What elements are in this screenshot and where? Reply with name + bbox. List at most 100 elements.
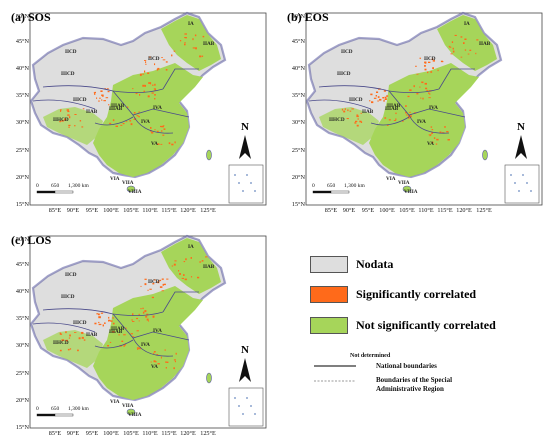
- significant-pixel: [347, 109, 349, 112]
- latitude-label: 35°N: [15, 315, 29, 322]
- significant-pixel: [79, 120, 82, 122]
- significant-pixel: [136, 347, 139, 349]
- significant-pixel: [59, 332, 61, 334]
- significant-pixel: [166, 361, 169, 363]
- significant-pixel: [131, 336, 135, 338]
- significant-pixel: [173, 367, 175, 370]
- significant-pixel: [60, 110, 62, 112]
- region-label: VIA: [386, 176, 396, 182]
- significant-pixel: [183, 261, 186, 263]
- ecoregion-boundary: [308, 99, 372, 110]
- significant-pixel: [160, 143, 163, 145]
- region-label: IA: [188, 21, 194, 27]
- significant-pixel: [171, 143, 174, 146]
- region-label: IICD: [341, 49, 353, 55]
- region-label: IICD: [148, 279, 160, 285]
- significant-pixel: [154, 129, 156, 131]
- scale-label-mid: 650: [51, 406, 60, 412]
- significant-pixel: [356, 124, 359, 127]
- significant-pixel: [424, 65, 426, 67]
- inset-island: [242, 190, 244, 192]
- significant-pixel: [157, 363, 160, 365]
- region-label: IIAB: [86, 109, 98, 115]
- significant-pixel: [150, 82, 152, 85]
- significant-pixel: [444, 126, 446, 128]
- significant-pixel: [393, 120, 397, 121]
- significant-pixel: [135, 92, 138, 95]
- latitude-label: 15°N: [291, 201, 305, 208]
- taiwan-island: [482, 149, 488, 161]
- legend-label-not-significant: Not significantly correlated: [356, 317, 496, 332]
- significant-pixel: [148, 320, 150, 322]
- significant-pixel: [138, 320, 140, 322]
- significant-pixel: [105, 97, 109, 99]
- significant-pixel: [98, 323, 101, 326]
- significant-pixel: [122, 123, 125, 125]
- significant-pixel: [409, 115, 412, 118]
- panel-title: (a) SOS: [11, 10, 51, 24]
- legend-label-national: National boundaries: [376, 362, 437, 370]
- significant-pixel: [436, 138, 439, 141]
- significant-pixel: [205, 256, 208, 258]
- region-label: IIICD: [61, 294, 75, 300]
- significant-pixel: [173, 359, 176, 361]
- region-label: IIIAB: [109, 106, 123, 112]
- significant-pixel: [130, 123, 133, 126]
- significant-pixel: [81, 336, 84, 339]
- significant-pixel: [159, 286, 163, 288]
- significant-pixel: [369, 100, 371, 102]
- significant-pixel: [110, 320, 113, 322]
- region-label: VA: [151, 141, 158, 147]
- significant-pixel: [136, 317, 138, 320]
- longitude-label: 105°E: [399, 207, 415, 214]
- significant-pixel: [162, 59, 166, 61]
- longitude-label: 95°E: [85, 430, 99, 437]
- significant-pixel: [409, 111, 411, 113]
- significant-pixel: [146, 318, 149, 321]
- significant-pixel: [132, 88, 134, 90]
- significant-pixel: [168, 142, 171, 145]
- significant-pixel: [137, 348, 139, 350]
- ecoregion-boundary: [112, 90, 190, 118]
- significant-pixel: [136, 115, 139, 117]
- significant-pixel: [59, 333, 63, 335]
- significant-pixel: [356, 114, 359, 116]
- inset-island: [526, 182, 528, 184]
- significant-pixel: [139, 94, 141, 96]
- longitude-label: 100°E: [103, 430, 119, 437]
- significant-pixel: [343, 110, 346, 113]
- significant-pixel: [108, 319, 111, 322]
- significant-pixel: [65, 331, 67, 334]
- panel-title: (b) EOS: [287, 10, 329, 24]
- significant-pixel: [420, 97, 422, 99]
- longitude-label: 85°E: [48, 430, 62, 437]
- significant-pixel: [101, 99, 103, 101]
- region-label: IVA: [153, 105, 162, 111]
- significant-pixel: [59, 349, 62, 352]
- significant-pixel: [454, 34, 457, 36]
- significant-pixel: [179, 40, 182, 42]
- significant-pixel: [152, 282, 155, 285]
- region-label: IIIAB: [385, 106, 399, 112]
- ecoregion-boundary: [162, 291, 199, 313]
- latitude-label: 30°N: [15, 119, 29, 126]
- significant-pixel: [145, 315, 148, 318]
- region-not-significant-northeast: [161, 238, 221, 294]
- region-label: VIA: [110, 176, 120, 182]
- significant-pixel: [463, 42, 465, 44]
- significant-pixel: [413, 85, 415, 88]
- significant-pixel: [190, 276, 193, 278]
- significant-pixel: [202, 35, 205, 38]
- significant-pixel: [74, 332, 77, 333]
- latitude-label: 25°N: [15, 370, 29, 377]
- region-label: IA: [188, 244, 194, 250]
- significant-pixel: [175, 352, 177, 355]
- significant-pixel: [99, 97, 101, 99]
- significant-pixel: [157, 143, 160, 145]
- significant-pixel: [153, 279, 156, 281]
- significant-pixel: [386, 125, 389, 126]
- north-arrow: [239, 135, 251, 159]
- latitude-label: 45°N: [15, 38, 29, 45]
- legend-item-nodata: Nodata: [310, 255, 393, 273]
- map-canvas: IA IIAB IICD IIICD IIICD IIAB IIIAB IVA IVA VA IIH…: [29, 11, 267, 206]
